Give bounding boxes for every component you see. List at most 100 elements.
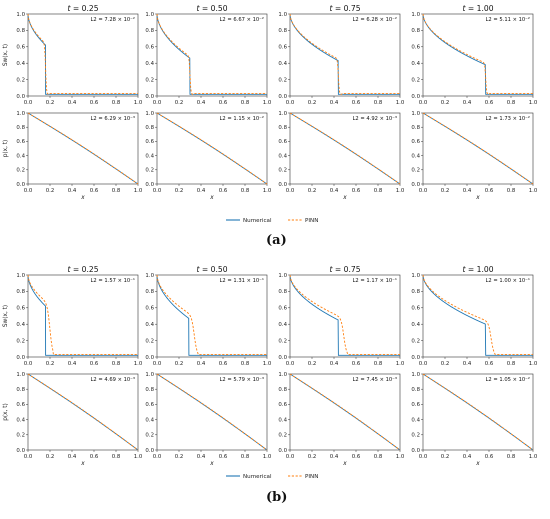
y-tick-label: 0.4 [278,322,287,328]
subplot-saturation-t2: 0.0 0.2 0.4 0.6 0.8 1.0 0.0 0.2 0.4 0.6 0.8 1.0 t = … [278,4,404,106]
subplot-title: t = 0.75 [329,265,360,274]
y-tick-label: 0.2 [145,168,154,174]
subplot-title: t = 1.00 [462,265,493,274]
subplot-pressure-t3: 0.0 0.2 0.4 0.6 0.8 1.0 0.0 0.2 0.4 0.6 0.8 1.0 x L2 … [411,111,537,201]
x-tick-label: 0.8 [374,188,383,194]
x-tick-label: 0.4 [68,188,77,194]
panel-label-a: (a) [266,233,287,248]
x-tick-label: 0.0 [24,100,33,106]
y-tick-label: 0.2 [411,338,420,344]
y-tick-label: 1.0 [16,273,25,279]
l2-error-label: L2 = 6.28 × 10⁻² [353,17,397,23]
subplot-saturation-t1: 0.0 0.2 0.4 0.6 0.8 1.0 0.0 0.2 0.4 0.6 0.8 1.0 t = … [145,4,271,106]
l2-error-label: L2 = 4.69 × 10⁻³ [91,377,135,383]
subplot-pressure-t3: 0.0 0.2 0.4 0.6 0.8 1.0 0.0 0.2 0.4 0.6 0.8 1.0 x L2 … [411,372,537,467]
x-tick-label: 0.6 [90,454,99,460]
x-tick-label: 0.4 [197,188,206,194]
series-pinn-line [156,274,267,355]
x-axis-label: x [80,195,85,201]
y-tick-label: 0.2 [145,433,154,439]
series-numerical-line [27,274,138,356]
series-pinn-line [289,274,400,355]
x-tick-label: 0.6 [352,454,361,460]
y-tick-label: 0.0 [16,355,25,361]
x-tick-label: 0.8 [241,188,250,194]
x-tick-label: 0.2 [441,454,450,460]
subplot-title: t = 1.00 [462,4,493,13]
x-tick-label: 0.8 [241,454,250,460]
y-tick-label: 0.2 [411,433,420,439]
y-tick-label: 0.2 [411,168,420,174]
y-tick-label: 0.4 [411,417,420,423]
x-tick-label: 1.0 [134,100,143,106]
legend-pinn-label: PINN [305,474,318,480]
l2-error-label: L2 = 7.45 × 10⁻³ [353,377,397,383]
plot-frame [289,112,401,185]
x-tick-label: 1.0 [529,188,538,194]
x-tick-label: 0.0 [286,188,295,194]
x-axis-label: x [475,195,480,201]
x-tick-label: 0.4 [68,100,77,106]
x-tick-label: 0.0 [24,454,33,460]
subplot-pressure-t0: 0.0 0.2 0.4 0.6 0.8 1.0 0.0 0.2 0.4 0.6 0.8 1.0 x p(x… [3,111,143,201]
y-tick-label: 0.8 [16,28,25,34]
y-tick-label: 0.0 [145,94,154,100]
x-tick-label: 0.0 [286,454,295,460]
x-tick-label: 0.6 [219,361,228,367]
series-pinn-line [289,373,401,451]
series-pinn-line [422,274,533,355]
x-tick-label: 0.2 [441,100,450,106]
y-tick-label: 0.0 [278,94,287,100]
x-axis-label: x [342,461,347,467]
y-tick-label: 1.0 [145,12,154,18]
x-tick-label: 0.0 [153,100,162,106]
y-tick-label: 0.4 [16,417,25,423]
subplot-saturation-t0: 0.0 0.2 0.4 0.6 0.8 1.0 0.0 0.2 0.4 0.6 0.8 1.0 t = … [3,265,143,367]
x-axis-label: x [209,461,214,467]
y-tick-label: 0.2 [278,77,287,83]
y-tick-label: 1.0 [411,111,420,117]
x-tick-label: 0.2 [46,188,55,194]
subplot-title: t = 0.75 [329,4,360,13]
y-tick-label: 0.6 [411,306,420,312]
x-tick-label: 0.4 [463,188,472,194]
y-tick-label: 0.6 [16,306,25,312]
y-tick-label: 0.0 [278,182,287,188]
y-tick-label: 0.8 [411,387,420,393]
x-tick-label: 0.4 [463,100,472,106]
plot-frame [422,274,534,358]
x-tick-label: 0.0 [419,454,428,460]
y-tick-label: 0.6 [278,306,287,312]
x-tick-label: 1.0 [529,100,538,106]
x-tick-label: 1.0 [529,454,538,460]
x-tick-label: 0.6 [485,361,494,367]
y-tick-label: 0.2 [16,433,25,439]
x-tick-label: 0.0 [286,361,295,367]
subplot-title: t = 0.50 [196,4,227,13]
y-tick-label: 0.2 [16,77,25,83]
x-tick-label: 0.0 [153,361,162,367]
y-tick-label: 0.0 [145,448,154,454]
plot-frame [27,112,139,185]
y-tick-label: 0.6 [278,402,287,408]
y-tick-label: 0.4 [278,417,287,423]
y-tick-label: 0.4 [145,61,154,67]
plot-frame [27,373,139,451]
y-tick-label: 0.6 [278,139,287,145]
subplot-saturation-t3: 0.0 0.2 0.4 0.6 0.8 1.0 0.0 0.2 0.4 0.6 0.8 1.0 t = … [411,4,537,106]
y-tick-label: 0.2 [278,338,287,344]
x-tick-label: 0.4 [330,454,339,460]
y-tick-label: 0.6 [411,139,420,145]
plot-frame [289,373,401,451]
l2-error-label: L2 = 5.11 × 10⁻² [486,17,530,23]
y-tick-label: 1.0 [145,111,154,117]
series-numerical-line [422,274,533,356]
y-tick-label: 1.0 [16,12,25,18]
y-tick-label: 0.0 [411,94,420,100]
l2-error-label: L2 = 1.31 × 10⁻¹ [220,278,264,284]
subplot-pressure-t1: 0.0 0.2 0.4 0.6 0.8 1.0 0.0 0.2 0.4 0.6 0.8 1.0 x L2 … [145,372,271,467]
x-tick-label: 0.4 [330,100,339,106]
y-tick-label: 1.0 [278,372,287,378]
y-tick-label: 0.6 [16,402,25,408]
